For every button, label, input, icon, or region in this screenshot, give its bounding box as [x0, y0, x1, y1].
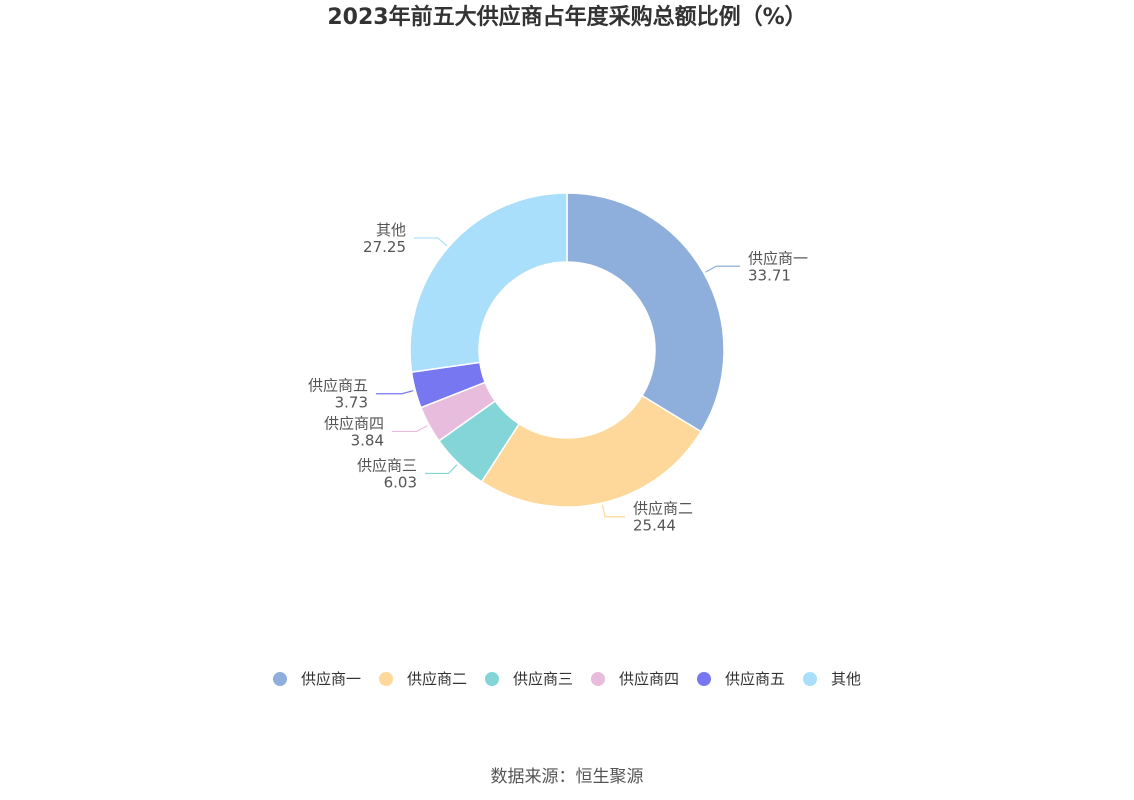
slice-label-value: 3.73 [335, 394, 368, 412]
slice-label-name: 供应商三 [357, 456, 417, 474]
leader-line-供应商五 [376, 390, 414, 395]
chart-title: 2023年前五大供应商占年度采购总额比例（%） [327, 5, 807, 30]
leader-line-供应商四 [392, 425, 428, 433]
legend-dot-icon [378, 671, 393, 686]
legend-label: 供应商四 [619, 670, 680, 688]
legend-item[interactable]: 供应商一 [272, 668, 361, 689]
slice-label-value: 6.03 [384, 473, 417, 491]
legend-dot-icon [484, 671, 499, 686]
legend-label: 供应商三 [512, 670, 573, 688]
legend-label: 供应商五 [725, 670, 786, 688]
legend-dot-icon [803, 671, 818, 686]
legend-label: 供应商二 [406, 670, 467, 688]
legend-dot-icon [272, 671, 287, 686]
leader-line-供应商一 [705, 265, 740, 273]
legend-label: 供应商一 [300, 670, 361, 688]
slice-label-name: 供应商五 [308, 377, 368, 395]
legend-label: 其他 [831, 670, 862, 688]
slice-label-value: 27.25 [363, 238, 406, 256]
leader-line-供应商三 [425, 464, 458, 475]
slice-其他[interactable] [409, 192, 568, 373]
legend-item[interactable]: 供应商二 [378, 668, 467, 689]
slice-label-value: 33.71 [748, 266, 791, 284]
slice-label-name: 供应商四 [324, 414, 384, 432]
source-note: 数据来源：恒生聚源 [490, 767, 644, 787]
slice-label-name: 供应商一 [748, 249, 808, 267]
slice-label-name: 其他 [376, 221, 406, 239]
legend: 供应商一 供应商二 供应商三 供应商四 供应商五 其他 [0, 668, 1134, 689]
slice-供应商二[interactable] [480, 394, 703, 508]
legend-dot-icon [591, 671, 605, 686]
slice-供应商一[interactable] [566, 192, 725, 433]
legend-dot-icon [697, 671, 712, 686]
slice-label-value: 3.84 [351, 431, 384, 449]
leader-line-其他 [414, 237, 448, 247]
legend-item[interactable]: 其他 [803, 668, 861, 689]
slice-label-value: 25.44 [633, 517, 676, 535]
legend-item[interactable]: 供应商五 [697, 668, 785, 689]
slice-label-name: 供应商二 [633, 500, 693, 518]
legend-item[interactable]: 供应商三 [484, 668, 573, 689]
legend-item[interactable]: 供应商四 [591, 668, 679, 689]
slices-group [409, 192, 725, 508]
leader-line-供应商二 [601, 504, 625, 518]
